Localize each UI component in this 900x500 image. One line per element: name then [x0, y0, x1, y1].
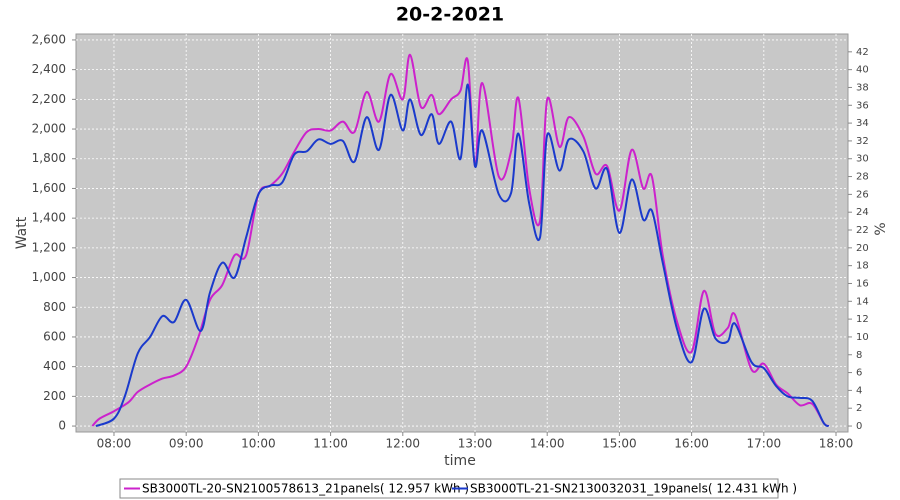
y2-tick-label: 2: [856, 403, 862, 414]
y-tick-label: 400: [43, 359, 66, 373]
y-tick-label: 600: [43, 329, 66, 343]
y2-tick-label: 26: [856, 189, 869, 200]
y2-tick-label: 22: [856, 225, 869, 236]
y-tick-label: 0: [58, 419, 66, 433]
y2-tick-label: 28: [856, 172, 869, 183]
x-tick-label: 14:00: [530, 437, 565, 451]
y2-tick-label: 0: [856, 421, 862, 432]
y2-tick-label: 36: [856, 100, 869, 111]
y2-tick-label: 30: [856, 154, 869, 165]
chart-title: 20-2-2021: [396, 4, 504, 26]
x-tick-label: 10:00: [241, 437, 276, 451]
y2-tick-label: 38: [856, 82, 869, 93]
legend-entry: SB3000TL-21-SN2130032031_19panels( 12.43…: [470, 482, 797, 496]
y2-tick-label: 10: [856, 332, 869, 343]
grid: [76, 34, 848, 432]
y2-tick-label: 14: [856, 296, 869, 307]
x-tick-label: 13:00: [458, 437, 493, 451]
y-tick-label: 2,200: [32, 92, 66, 106]
legend: [119, 478, 779, 499]
series-line: [91, 53, 830, 428]
y-tick-label: 1,000: [32, 270, 66, 284]
y-tick-label: 1,200: [32, 240, 66, 254]
y2-tick-label: 12: [856, 314, 869, 325]
y-axis-label: Watt: [14, 216, 30, 249]
legend-entry: SB3000TL-20-SN2100578613_21panels( 12.95…: [142, 482, 469, 496]
y2-tick-label: 16: [856, 278, 869, 289]
x-tick-label: 16:00: [674, 437, 709, 451]
y2-axis-label: %: [873, 222, 889, 235]
x-tick-label: 15:00: [602, 437, 637, 451]
y2-tick-label: 4: [856, 385, 862, 396]
y2-tick-label: 34: [856, 118, 869, 129]
x-axis-label: time: [444, 453, 476, 469]
y-tick-label: 1,400: [32, 211, 66, 225]
plot-area: [75, 33, 849, 433]
y-tick-label: 800: [43, 300, 66, 314]
x-tick-label: 18:00: [819, 437, 854, 451]
y-tick-label: 1,600: [32, 181, 66, 195]
y2-tick-label: 42: [856, 47, 869, 58]
y-tick-label: 2,000: [32, 122, 66, 136]
y-tick-label: 200: [43, 389, 66, 403]
x-tick-label: 11:00: [313, 437, 348, 451]
y2-tick-label: 8: [856, 350, 862, 361]
y2-tick-label: 24: [856, 207, 869, 218]
x-tick-label: 08:00: [97, 437, 132, 451]
y2-tick-label: 40: [856, 65, 869, 76]
x-tick-label: 12:00: [385, 437, 420, 451]
y2-tick-label: 32: [856, 136, 869, 147]
x-tick-label: 09:00: [169, 437, 204, 451]
x-tick-label: 17:00: [747, 437, 782, 451]
y-tick-label: 2,600: [32, 32, 66, 46]
series-line: [95, 83, 830, 428]
y2-tick-label: 20: [856, 243, 869, 254]
y-tick-label: 1,800: [32, 151, 66, 165]
y-tick-label: 2,400: [32, 62, 66, 76]
y2-tick-label: 6: [856, 368, 862, 379]
y2-tick-label: 18: [856, 261, 869, 272]
